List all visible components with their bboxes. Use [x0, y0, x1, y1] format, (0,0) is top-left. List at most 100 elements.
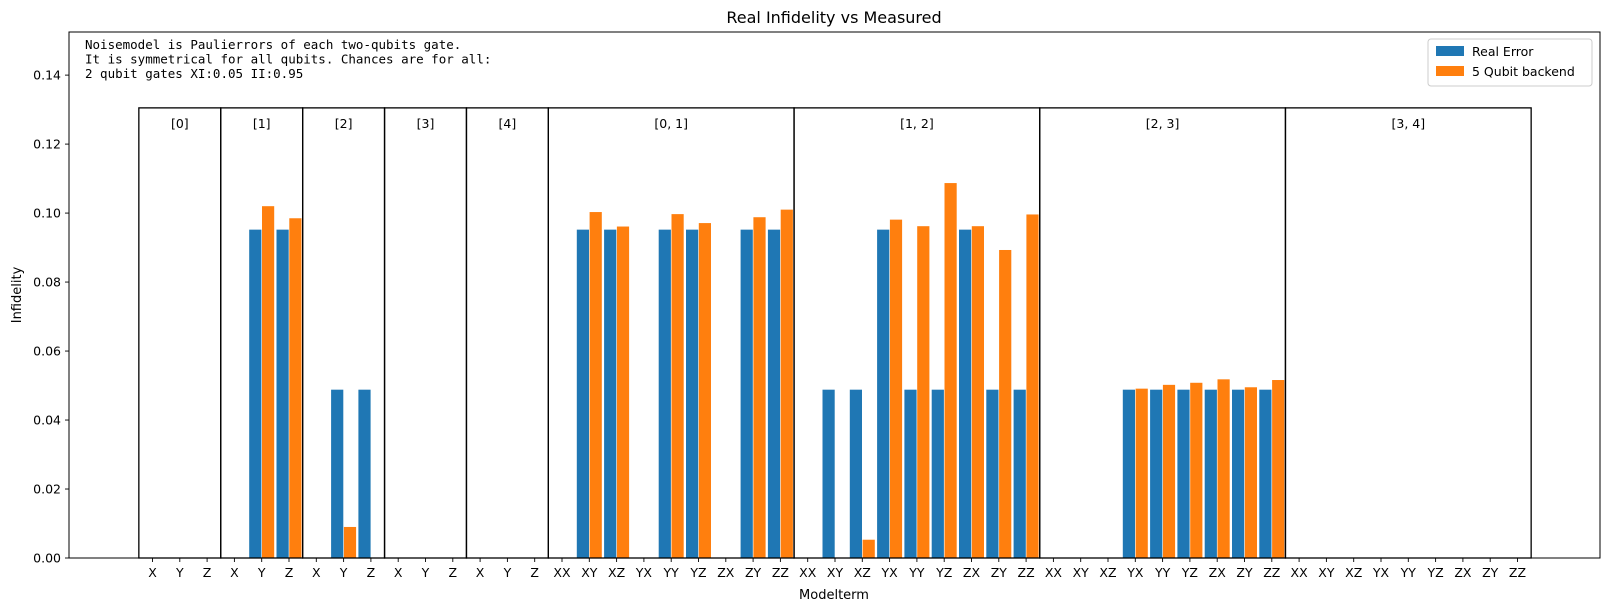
bar — [986, 389, 999, 558]
bar — [604, 229, 617, 558]
x-tick-label: ZX — [717, 565, 735, 580]
x-tick-label: XX — [1291, 565, 1309, 580]
y-tick-label: 0.08 — [33, 275, 61, 290]
x-tick-label: YY — [1400, 565, 1417, 580]
y-tick-label: 0.00 — [33, 551, 61, 566]
bar — [249, 229, 262, 558]
bar — [767, 229, 781, 558]
bar — [917, 226, 930, 558]
bar — [944, 183, 957, 558]
bar — [1217, 379, 1230, 558]
x-tick-label: ZZ — [1509, 565, 1526, 580]
bar — [931, 389, 944, 558]
bar — [1272, 380, 1285, 558]
y-tick-label: 0.14 — [33, 68, 61, 83]
x-tick-label: Y — [339, 565, 348, 580]
x-tick-label: XZ — [1345, 565, 1362, 580]
x-tick-label: XX — [1045, 565, 1063, 580]
x-tick-label: XX — [799, 565, 817, 580]
x-tick-label: ZY — [1482, 565, 1499, 580]
bar — [658, 229, 671, 558]
bar — [589, 212, 602, 559]
bar — [262, 206, 275, 558]
x-tick-label: XZ — [608, 565, 625, 580]
x-tick-label: XY — [827, 565, 844, 580]
bar — [1190, 382, 1203, 558]
y-tick-label: 0.02 — [33, 482, 61, 497]
x-tick-label: XX — [553, 565, 571, 580]
bar — [999, 249, 1012, 559]
bar — [276, 229, 289, 558]
y-tick-label: 0.06 — [33, 344, 61, 359]
bar — [1162, 384, 1176, 558]
annotation: Noisemodel is Paulierrors of each two-qu… — [85, 37, 491, 81]
x-tick-label: YX — [880, 565, 898, 580]
x-tick-label: YY — [1154, 565, 1171, 580]
bar — [1122, 389, 1135, 558]
x-tick-label: Y — [175, 565, 184, 580]
bar — [331, 389, 344, 558]
group-label: [2, 3] — [1146, 116, 1180, 131]
x-tick-label: YX — [1372, 565, 1390, 580]
x-tick-label: ZZ — [772, 565, 789, 580]
group-label: [3] — [417, 116, 435, 131]
x-tick-label: ZX — [963, 565, 981, 580]
bar — [822, 389, 835, 558]
x-tick-label: X — [148, 565, 157, 580]
x-tick-label: Z — [285, 565, 294, 580]
x-tick-label: YX — [1126, 565, 1144, 580]
legend-box — [1427, 38, 1593, 87]
group-box — [1284, 107, 1532, 559]
annotation-line: Noisemodel is Paulierrors of each two-qu… — [85, 37, 461, 52]
bar — [971, 226, 984, 558]
x-tick-label: YZ — [935, 565, 952, 580]
group-label: [1, 2] — [900, 116, 934, 131]
annotation-line: 2 qubit gates XI:0.05 II:0.95 — [85, 66, 303, 81]
y-tick-label: 0.04 — [33, 413, 61, 428]
group-label: [2] — [335, 116, 353, 131]
y-tick-label: 0.10 — [33, 206, 61, 221]
x-tick-label: Z — [530, 565, 539, 580]
bar — [671, 214, 684, 558]
bars — [249, 183, 1285, 559]
x-tick-label: Z — [449, 565, 458, 580]
x-tick-label: YX — [635, 565, 653, 580]
bar — [1204, 389, 1217, 558]
x-tick-label: ZX — [1209, 565, 1227, 580]
legend-label: 5 Qubit backend — [1472, 64, 1575, 79]
bar — [1150, 389, 1163, 558]
x-tick-label: X — [312, 565, 321, 580]
y-axis-label: Infidelity — [10, 266, 25, 323]
bar — [1013, 389, 1026, 558]
x-tick-label: Z — [367, 565, 376, 580]
bar — [1259, 389, 1272, 558]
bar — [889, 219, 903, 558]
x-tick-label: Y — [503, 565, 512, 580]
bar — [686, 229, 699, 558]
x-tick-label: ZZ — [1018, 565, 1035, 580]
bar — [877, 229, 890, 558]
bar — [753, 217, 766, 558]
x-tick-label: ZY — [1236, 565, 1253, 580]
x-tick-label: Z — [203, 565, 212, 580]
y-tick-label: 0.12 — [33, 137, 61, 152]
bar — [358, 389, 371, 558]
chart-title: Real Infidelity vs Measured — [726, 8, 941, 27]
x-tick-label: Y — [257, 565, 266, 580]
x-tick-label: ZX — [1454, 565, 1472, 580]
x-tick-label: X — [476, 565, 485, 580]
bar — [849, 389, 862, 558]
annotation-line: It is symmetrical for all qubits. Chance… — [85, 52, 491, 67]
x-tick-label: ZY — [745, 565, 762, 580]
bar — [780, 209, 793, 558]
bar — [904, 389, 917, 558]
group-label: [3, 4] — [1391, 116, 1425, 131]
x-axis-label: Modelterm — [799, 588, 869, 603]
x-tick-label: XY — [581, 565, 598, 580]
group-label: [0] — [171, 116, 189, 131]
x-tick-label: ZY — [991, 565, 1008, 580]
legend-swatch — [1436, 46, 1464, 56]
bar — [1026, 214, 1039, 558]
bar — [1244, 387, 1257, 558]
